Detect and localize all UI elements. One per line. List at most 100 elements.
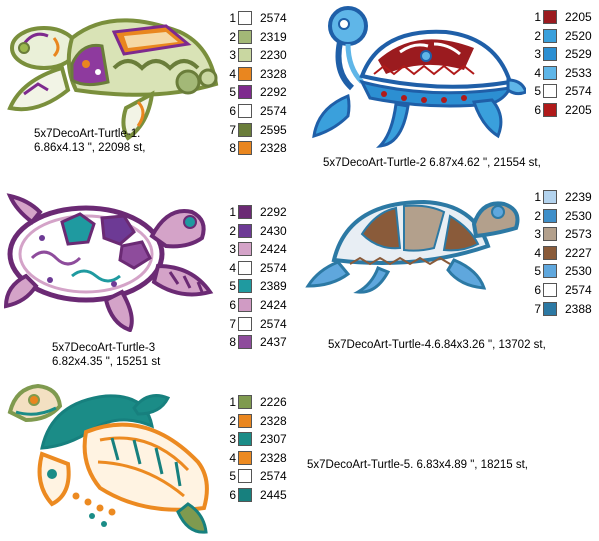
color-number: 6: [534, 282, 541, 297]
color-swatch: [238, 487, 252, 502]
color-number: 4: [534, 245, 541, 260]
color-swatch: [238, 395, 252, 409]
thread-code: 2573: [565, 227, 592, 242]
color-number: 6: [534, 102, 541, 117]
color-swatch: [238, 260, 252, 275]
color-swatch: [238, 122, 252, 137]
color-number: 5: [229, 85, 236, 100]
color-number: 1: [229, 395, 236, 409]
thread-code: 2574: [260, 11, 287, 25]
thread-code: 2205: [565, 10, 592, 24]
color-swatch: [238, 450, 252, 465]
thread-code: 2574: [565, 282, 592, 297]
turtle-2-embroidery-image: [312, 6, 526, 148]
color-number: 6: [229, 103, 236, 118]
color-number: 4: [229, 450, 236, 465]
thread-code: 2424: [260, 242, 287, 257]
color-swatch: [543, 47, 557, 62]
thread-code: 2533: [565, 65, 592, 80]
color-swatch: [543, 264, 557, 279]
color-swatch: [238, 279, 252, 294]
color-number: 6: [229, 487, 236, 502]
color-swatch: [543, 208, 557, 223]
color-swatch: [238, 242, 252, 257]
color-number: 1: [534, 190, 541, 204]
color-number: 3: [534, 47, 541, 62]
color-swatch: [543, 28, 557, 43]
color-swatch: [238, 316, 252, 331]
color-swatch: [543, 301, 557, 316]
turtle-1-caption: 5x7DecoArt-Turtle-1. 6.86x4.13 ", 22098 …: [34, 127, 146, 155]
color-swatch: [543, 227, 557, 242]
thread-code: 2574: [260, 469, 287, 484]
thread-code: 2530: [565, 264, 592, 279]
color-swatch: [238, 141, 252, 156]
color-number: 1: [229, 205, 236, 219]
color-swatch: [543, 10, 557, 24]
color-number: 2: [229, 223, 236, 238]
thread-code: 2227: [565, 245, 592, 260]
color-swatch: [543, 282, 557, 297]
color-swatch: [238, 11, 252, 25]
color-number: 7: [229, 122, 236, 137]
color-number: 3: [229, 432, 236, 447]
color-swatch: [238, 205, 252, 219]
turtle-4-embroidery-image: [305, 199, 520, 294]
color-number: 1: [534, 10, 541, 24]
thread-code: 2328: [260, 413, 287, 428]
color-swatch: [238, 85, 252, 100]
color-swatch: [238, 297, 252, 312]
color-number: 4: [534, 65, 541, 80]
color-number: 1: [229, 11, 236, 25]
color-swatch: [238, 223, 252, 238]
caption-line: 5x7DecoArt-Turtle-4.6.84x3.26 ", 13702 s…: [328, 339, 546, 351]
caption-line: 6.86x4.13 ", 22098 st,: [34, 142, 146, 154]
color-swatch: [238, 29, 252, 44]
thread-code: 2230: [260, 48, 287, 63]
thread-code: 2574: [260, 103, 287, 118]
thread-code: 2529: [565, 47, 592, 62]
color-swatch: [238, 469, 252, 484]
color-swatch: [543, 102, 557, 117]
color-swatch: [238, 103, 252, 118]
thread-code: 2437: [260, 335, 287, 350]
color-number: 2: [534, 28, 541, 43]
thread-code: 2292: [260, 205, 287, 219]
thread-code: 2205: [565, 102, 592, 117]
thread-code: 2574: [260, 260, 287, 275]
color-swatch: [543, 65, 557, 80]
color-number: 4: [229, 66, 236, 81]
thread-code: 2574: [260, 316, 287, 331]
caption-line: 5x7DecoArt-Turtle-2 6.87x4.62 ", 21554 s…: [323, 157, 541, 169]
turtle-5-caption: 5x7DecoArt-Turtle-5. 6.83x4.89 ", 18215 …: [307, 458, 528, 472]
thread-code: 2424: [260, 297, 287, 312]
color-number: 4: [229, 260, 236, 275]
thread-code: 2430: [260, 223, 287, 238]
turtle-3-embroidery-image: [3, 193, 214, 332]
thread-code: 2328: [260, 141, 287, 156]
color-number: 8: [229, 141, 236, 156]
thread-code: 2389: [260, 279, 287, 294]
thread-code: 2307: [260, 432, 287, 447]
caption-line: 5x7DecoArt-Turtle-1.: [34, 128, 141, 140]
color-number: 8: [229, 335, 236, 350]
color-swatch: [543, 245, 557, 260]
color-number: 2: [229, 29, 236, 44]
color-swatch: [238, 48, 252, 63]
thread-code: 2328: [260, 450, 287, 465]
turtle-4-caption: 5x7DecoArt-Turtle-4.6.84x3.26 ", 13702 s…: [328, 338, 546, 352]
color-number: 2: [229, 413, 236, 428]
thread-code: 2239: [565, 190, 592, 204]
color-number: 5: [229, 469, 236, 484]
thread-code: 2388: [565, 301, 592, 316]
color-number: 5: [534, 264, 541, 279]
color-number: 2: [534, 208, 541, 223]
color-number: 6: [229, 297, 236, 312]
thread-code: 2445: [260, 487, 287, 502]
color-number: 3: [229, 48, 236, 63]
color-swatch: [238, 432, 252, 447]
thread-code: 2328: [260, 66, 287, 81]
caption-line: 5x7DecoArt-Turtle-3: [52, 342, 156, 354]
thread-code: 2226: [260, 395, 287, 409]
thread-code: 2595: [260, 122, 287, 137]
